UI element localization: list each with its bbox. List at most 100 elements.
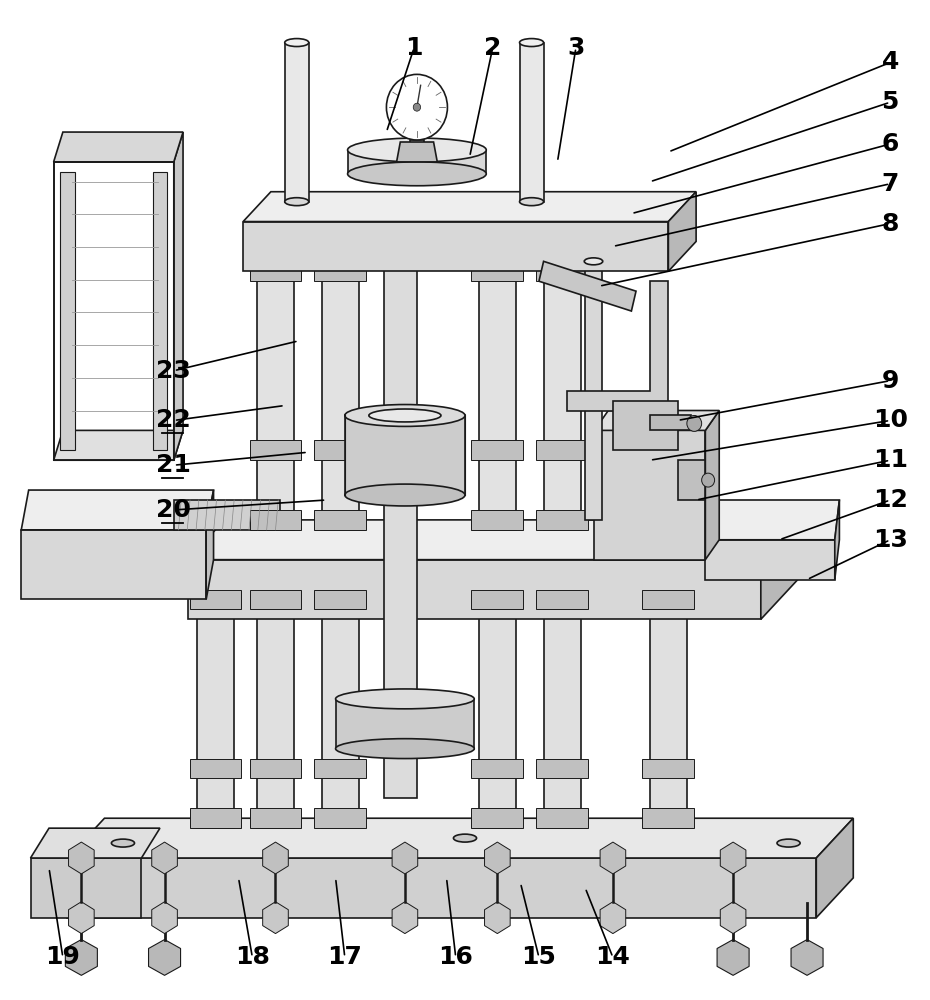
Polygon shape — [835, 500, 840, 580]
Polygon shape — [314, 808, 366, 828]
Polygon shape — [705, 500, 840, 540]
Polygon shape — [243, 192, 697, 222]
Polygon shape — [650, 415, 692, 430]
Polygon shape — [249, 808, 301, 828]
Polygon shape — [613, 401, 678, 450]
Text: 21: 21 — [156, 453, 192, 477]
Polygon shape — [472, 261, 524, 281]
Polygon shape — [409, 140, 424, 150]
Text: 14: 14 — [595, 945, 631, 969]
Polygon shape — [54, 430, 183, 460]
Polygon shape — [249, 510, 301, 530]
Circle shape — [387, 74, 447, 140]
Text: 2: 2 — [484, 36, 501, 60]
Polygon shape — [174, 132, 183, 460]
Polygon shape — [717, 940, 749, 975]
Polygon shape — [537, 261, 588, 281]
Text: 8: 8 — [882, 212, 899, 236]
Text: 9: 9 — [882, 369, 899, 393]
Polygon shape — [257, 560, 294, 828]
Polygon shape — [314, 589, 366, 609]
Polygon shape — [705, 540, 835, 580]
Polygon shape — [152, 902, 178, 934]
Polygon shape — [472, 808, 524, 828]
Polygon shape — [21, 530, 206, 599]
Polygon shape — [68, 818, 853, 858]
Text: 20: 20 — [156, 498, 192, 522]
Polygon shape — [678, 460, 705, 500]
Polygon shape — [54, 132, 183, 162]
Text: 16: 16 — [438, 945, 473, 969]
Text: 4: 4 — [882, 50, 899, 74]
Polygon shape — [322, 560, 359, 828]
Polygon shape — [479, 560, 516, 828]
Polygon shape — [600, 902, 626, 934]
Text: 5: 5 — [882, 90, 899, 114]
Polygon shape — [585, 261, 602, 520]
Polygon shape — [384, 241, 417, 798]
Ellipse shape — [520, 198, 543, 206]
Polygon shape — [206, 490, 214, 599]
Polygon shape — [720, 902, 746, 934]
Polygon shape — [262, 902, 288, 934]
Polygon shape — [479, 222, 516, 530]
Ellipse shape — [112, 839, 135, 847]
Polygon shape — [31, 828, 160, 858]
Polygon shape — [594, 430, 705, 560]
Polygon shape — [314, 261, 366, 281]
Text: 18: 18 — [235, 945, 270, 969]
Polygon shape — [69, 902, 94, 934]
Polygon shape — [485, 842, 511, 874]
Polygon shape — [249, 759, 301, 778]
Text: 11: 11 — [872, 448, 908, 472]
Polygon shape — [566, 281, 669, 410]
Text: 23: 23 — [156, 359, 192, 383]
Polygon shape — [472, 440, 524, 460]
Ellipse shape — [336, 739, 474, 759]
Polygon shape — [65, 940, 98, 975]
Polygon shape — [643, 589, 695, 609]
Polygon shape — [249, 589, 301, 609]
Polygon shape — [188, 560, 761, 619]
Ellipse shape — [454, 834, 476, 842]
Text: 6: 6 — [882, 132, 899, 156]
Text: 19: 19 — [46, 945, 80, 969]
Polygon shape — [153, 172, 167, 450]
Ellipse shape — [345, 405, 465, 426]
Ellipse shape — [584, 258, 603, 265]
Polygon shape — [537, 440, 588, 460]
Polygon shape — [190, 759, 241, 778]
Polygon shape — [650, 560, 687, 828]
Polygon shape — [249, 440, 301, 460]
Polygon shape — [720, 842, 746, 874]
Polygon shape — [285, 43, 309, 202]
Polygon shape — [537, 589, 588, 609]
Polygon shape — [472, 589, 524, 609]
Polygon shape — [188, 520, 798, 560]
Polygon shape — [485, 902, 511, 934]
Circle shape — [413, 103, 420, 111]
Polygon shape — [60, 172, 75, 450]
Polygon shape — [817, 818, 853, 918]
Text: 22: 22 — [156, 408, 192, 432]
Ellipse shape — [285, 39, 309, 47]
Polygon shape — [537, 808, 588, 828]
Polygon shape — [396, 142, 437, 162]
Ellipse shape — [348, 162, 486, 186]
Polygon shape — [543, 222, 580, 530]
Polygon shape — [249, 261, 301, 281]
Polygon shape — [149, 940, 180, 975]
Circle shape — [701, 473, 714, 487]
Polygon shape — [257, 222, 294, 530]
Polygon shape — [643, 808, 695, 828]
Ellipse shape — [345, 484, 465, 506]
Polygon shape — [543, 560, 580, 828]
Circle shape — [687, 415, 701, 431]
Polygon shape — [152, 842, 178, 874]
Ellipse shape — [336, 689, 474, 709]
Polygon shape — [314, 440, 366, 460]
Polygon shape — [537, 759, 588, 778]
Polygon shape — [174, 500, 280, 530]
Polygon shape — [336, 699, 474, 749]
Polygon shape — [314, 759, 366, 778]
